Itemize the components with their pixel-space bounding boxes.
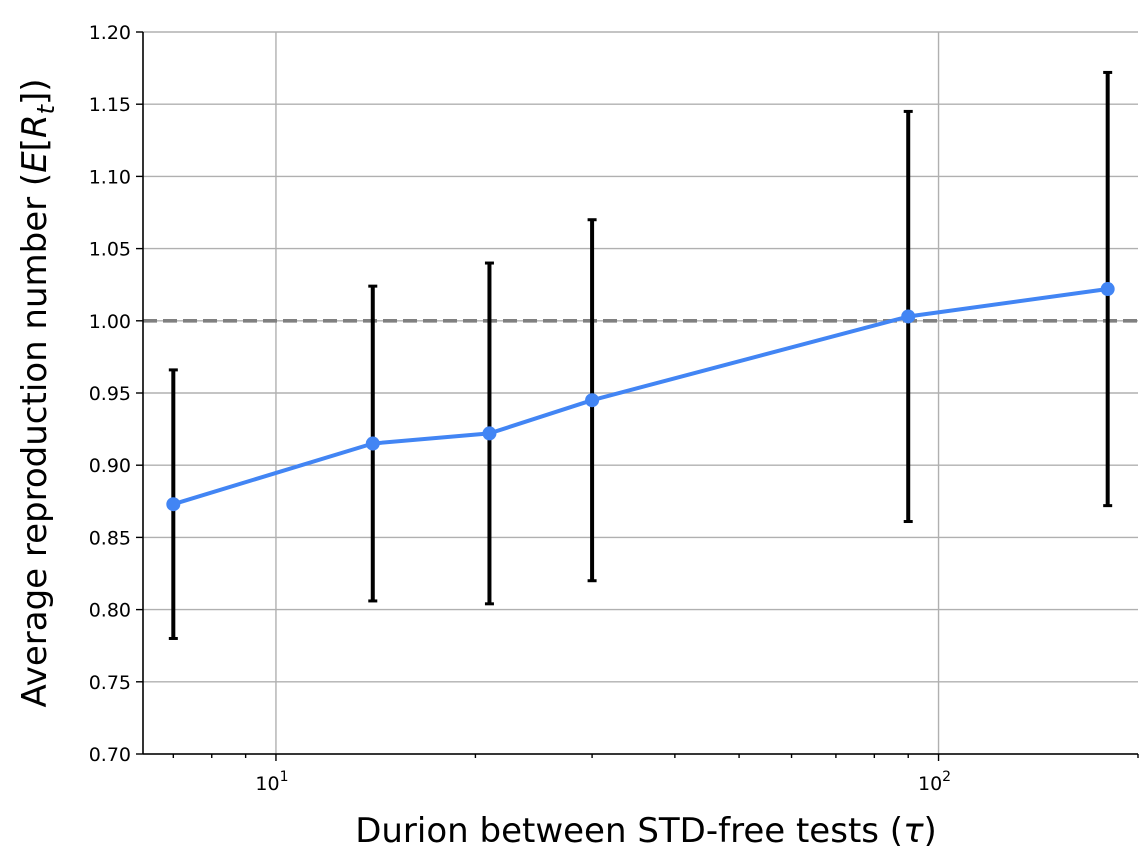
y-tick-label: 1.00	[89, 311, 131, 333]
data-point	[482, 426, 497, 441]
y-tick-label: 0.70	[89, 744, 131, 766]
y-tick-label: 0.75	[89, 672, 131, 694]
grid	[143, 31, 1138, 755]
x-tick-label: 101	[255, 769, 288, 795]
x-axis-title: Durion between STD-free tests (τ)	[355, 811, 937, 846]
error-bars	[168, 70, 1113, 640]
y-axis-title: Average reproduction number (E[Rt])	[15, 78, 60, 707]
x-ticks: 101 102	[172, 754, 1139, 795]
y-tick-label: 1.15	[89, 94, 131, 116]
data-point	[1100, 282, 1115, 297]
x-axis-title-close: )	[924, 811, 937, 846]
y-tick-label: 1.05	[89, 239, 131, 261]
data-point	[585, 393, 600, 408]
y-tick-label: 1.20	[89, 22, 131, 44]
y-axis-title-bracket-close: ])	[15, 78, 55, 105]
data-point	[166, 497, 181, 512]
data-point	[365, 436, 380, 451]
y-axis-title-text: Average reproduction number (	[15, 173, 55, 708]
y-ticks: 0.70 0.75 0.80 0.85 0.90 0.95 1.00 1.05 1.10 1.15…	[89, 22, 143, 766]
series-line	[172, 287, 1108, 507]
data-point	[901, 309, 916, 324]
y-axis-title-r: R	[15, 114, 55, 138]
y-axis-title-e: E	[15, 151, 55, 173]
x-axis-title-symbol: τ	[903, 811, 924, 846]
y-axis-title-bracket-open: [	[15, 138, 55, 151]
y-tick-label: 0.85	[89, 527, 131, 549]
y-axis-title-sub: t	[32, 103, 60, 114]
x-tick-label: 102	[918, 769, 951, 795]
y-tick-label: 0.90	[89, 455, 131, 477]
y-tick-label: 0.95	[89, 383, 131, 405]
y-tick-label: 1.10	[89, 166, 131, 188]
x-axis-title-text: Durion between STD-free tests (	[355, 811, 903, 846]
y-tick-label: 0.80	[89, 600, 131, 622]
series-line-layer	[166, 282, 1115, 512]
